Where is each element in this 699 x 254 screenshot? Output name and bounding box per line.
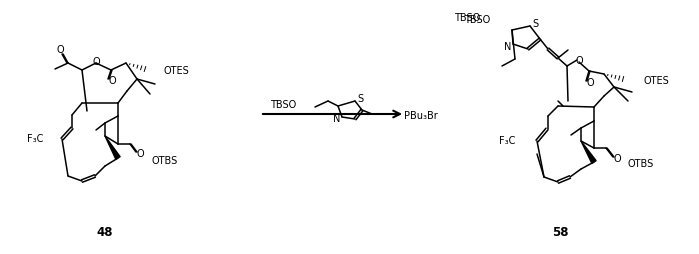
Text: O: O (136, 149, 144, 159)
Text: F₃C: F₃C (498, 136, 515, 146)
Text: O: O (575, 56, 583, 66)
Text: OTBS: OTBS (628, 159, 654, 169)
Text: TBSO: TBSO (270, 100, 296, 110)
Text: S: S (357, 94, 363, 104)
Text: F₃C: F₃C (27, 134, 43, 144)
Text: O: O (92, 57, 100, 67)
Text: TBSO: TBSO (454, 13, 480, 23)
Polygon shape (105, 136, 120, 159)
Text: 48: 48 (96, 226, 113, 239)
Text: O: O (613, 154, 621, 164)
Text: O: O (108, 76, 116, 86)
Text: N: N (504, 42, 512, 52)
Text: O: O (586, 78, 594, 88)
Text: S: S (532, 19, 538, 29)
Polygon shape (581, 141, 596, 163)
Text: PBu₃Br: PBu₃Br (404, 111, 438, 121)
Text: 58: 58 (552, 226, 568, 239)
Text: OTBS: OTBS (151, 156, 178, 166)
Text: TBSO: TBSO (463, 15, 490, 25)
Text: OTES: OTES (643, 76, 669, 86)
Text: N: N (333, 114, 340, 124)
Text: OTES: OTES (163, 66, 189, 76)
Text: O: O (56, 45, 64, 55)
